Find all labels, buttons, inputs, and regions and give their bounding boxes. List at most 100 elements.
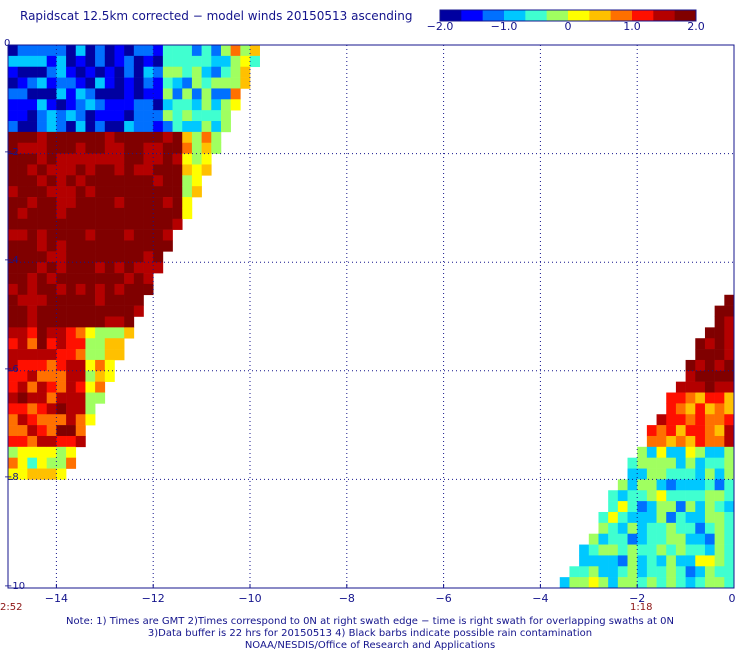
heatmap-cell — [85, 316, 96, 328]
heatmap-cell — [598, 555, 609, 567]
heatmap-cell — [201, 45, 212, 57]
heatmap-cell — [124, 142, 135, 154]
heatmap-cell — [656, 457, 667, 469]
heatmap-cell — [75, 240, 86, 252]
heatmap-cell — [124, 55, 135, 68]
heatmap-cell — [56, 131, 67, 144]
heatmap-cell — [66, 392, 77, 404]
heatmap-cell — [104, 283, 115, 296]
heatmap-cell — [95, 316, 106, 328]
heatmap-cell — [191, 142, 202, 154]
heatmap-cell — [46, 164, 57, 176]
heatmap-cell — [695, 490, 706, 502]
heatmap-cell — [85, 77, 96, 89]
heatmap-cell — [114, 110, 125, 122]
heatmap-cell — [95, 240, 106, 252]
heatmap-cell — [56, 381, 67, 393]
heatmap-cell — [66, 153, 77, 165]
heatmap-cell — [85, 207, 96, 220]
heatmap-cell — [714, 544, 725, 556]
heatmap-cell — [85, 186, 96, 198]
heatmap-cell — [46, 110, 57, 122]
heatmap-cell — [114, 338, 125, 350]
heatmap-cell — [114, 66, 125, 78]
heatmap-cell — [85, 338, 96, 350]
heatmap-cell — [704, 533, 715, 545]
heatmap-cell — [27, 403, 38, 415]
heatmap-cell — [8, 349, 18, 361]
heatmap-cell — [220, 55, 231, 68]
heatmap-cell — [37, 370, 48, 382]
heatmap-cell — [8, 153, 18, 165]
heatmap-cell — [27, 164, 38, 176]
heatmap-cell — [124, 218, 135, 230]
heatmap-cell — [162, 218, 173, 230]
heatmap-cell — [124, 110, 135, 122]
heatmap-cell — [162, 229, 173, 241]
heatmap-cell — [56, 435, 67, 448]
heatmap-cell — [646, 511, 657, 524]
heatmap-cell — [162, 88, 173, 100]
heatmap-cell — [17, 66, 28, 78]
heatmap-cell — [695, 501, 706, 513]
x-tick-label: −6 — [435, 592, 452, 605]
heatmap-cell — [724, 501, 735, 513]
heatmap-cell — [85, 121, 96, 133]
heatmap-cell — [704, 501, 715, 513]
heatmap-cell — [724, 359, 735, 372]
heatmap-cell — [704, 359, 715, 372]
heatmap-cell — [85, 153, 96, 165]
heatmap-cell — [17, 262, 28, 274]
heatmap-cell — [153, 66, 164, 78]
heatmap-cell — [8, 381, 18, 393]
heatmap-cell — [56, 359, 67, 372]
heatmap-cell — [153, 262, 164, 274]
heatmap-cell — [704, 479, 715, 491]
heatmap-cell — [56, 327, 67, 339]
heatmap-cell — [153, 153, 164, 165]
heatmap-cell — [75, 392, 86, 404]
heatmap-cell — [104, 262, 115, 274]
colorbar-swatch — [610, 10, 633, 21]
heatmap-cell — [124, 131, 135, 144]
heatmap-cell — [724, 577, 735, 589]
heatmap-cell — [56, 468, 67, 480]
heatmap-cell — [56, 392, 67, 404]
heatmap-cell — [75, 164, 86, 176]
heatmap-cell — [8, 283, 18, 296]
heatmap-cell — [637, 457, 648, 469]
heatmap-cell — [104, 131, 115, 144]
heatmap-cell — [8, 121, 18, 133]
heatmap-cell — [37, 316, 48, 328]
heatmap-cell — [153, 45, 164, 57]
heatmap-cell — [46, 316, 57, 328]
heatmap-cell — [17, 283, 28, 296]
heatmap-cell — [608, 522, 619, 534]
heatmap-cell — [104, 327, 115, 339]
heatmap-cell — [220, 88, 231, 100]
heatmap-cell — [608, 501, 619, 513]
heatmap-cell — [724, 435, 735, 448]
heatmap-cell — [114, 316, 125, 328]
heatmap-cell — [656, 501, 667, 513]
heatmap-cell — [85, 240, 96, 252]
y-tick-label: −10 — [4, 581, 26, 592]
heatmap-cell — [675, 446, 686, 458]
swath-time-label: 1:18 — [630, 602, 653, 613]
heatmap-cell — [85, 359, 96, 372]
heatmap-cell — [617, 577, 628, 589]
heatmap-cell — [656, 522, 667, 534]
heatmap-cell — [37, 197, 48, 209]
heatmap-cell — [95, 294, 106, 306]
heatmap-cell — [104, 88, 115, 100]
heatmap-cell — [598, 544, 609, 556]
heatmap-cell — [17, 414, 28, 426]
heatmap-cell — [143, 121, 154, 133]
x-tick-label: −4 — [532, 592, 549, 605]
heatmap-cell — [46, 121, 57, 133]
heatmap-cell — [46, 66, 57, 78]
colorbar-swatch — [440, 10, 462, 21]
heatmap-cell — [230, 66, 241, 78]
heatmap-cell — [37, 175, 48, 187]
heatmap-cell — [704, 566, 715, 578]
